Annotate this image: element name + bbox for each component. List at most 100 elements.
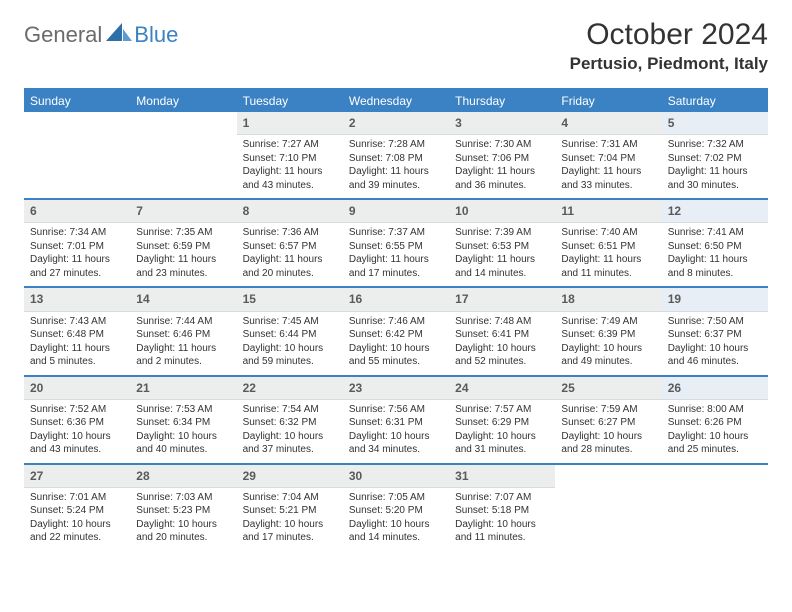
day-body: Sunrise: 7:04 AMSunset: 5:21 PMDaylight:… — [237, 488, 343, 551]
daylight-text: and 8 minutes. — [668, 267, 762, 281]
sunset-text: Sunset: 6:48 PM — [30, 328, 124, 342]
day-cell: 29Sunrise: 7:04 AMSunset: 5:21 PMDayligh… — [237, 465, 343, 551]
daylight-text: Daylight: 10 hours — [30, 430, 124, 444]
day-number: 27 — [24, 465, 130, 487]
day-cell: 18Sunrise: 7:49 AMSunset: 6:39 PMDayligh… — [555, 288, 661, 374]
daylight-text: and 2 minutes. — [136, 355, 230, 369]
daylight-text: Daylight: 10 hours — [30, 518, 124, 532]
day-number: 24 — [449, 377, 555, 399]
sunrise-text: Sunrise: 7:41 AM — [668, 226, 762, 240]
day-cell: 4Sunrise: 7:31 AMSunset: 7:04 PMDaylight… — [555, 112, 661, 198]
week-row: 13Sunrise: 7:43 AMSunset: 6:48 PMDayligh… — [24, 288, 768, 374]
day-cell: 28Sunrise: 7:03 AMSunset: 5:23 PMDayligh… — [130, 465, 236, 551]
sunset-text: Sunset: 5:24 PM — [30, 504, 124, 518]
day-cell: 7Sunrise: 7:35 AMSunset: 6:59 PMDaylight… — [130, 200, 236, 286]
day-cell: 23Sunrise: 7:56 AMSunset: 6:31 PMDayligh… — [343, 377, 449, 463]
day-cell: 11Sunrise: 7:40 AMSunset: 6:51 PMDayligh… — [555, 200, 661, 286]
daylight-text: and 23 minutes. — [136, 267, 230, 281]
day-body: Sunrise: 7:56 AMSunset: 6:31 PMDaylight:… — [343, 400, 449, 463]
sunrise-text: Sunrise: 7:46 AM — [349, 315, 443, 329]
daylight-text: and 49 minutes. — [561, 355, 655, 369]
sunset-text: Sunset: 6:55 PM — [349, 240, 443, 254]
day-cell: 5Sunrise: 7:32 AMSunset: 7:02 PMDaylight… — [662, 112, 768, 198]
sunset-text: Sunset: 7:01 PM — [30, 240, 124, 254]
sunset-text: Sunset: 6:44 PM — [243, 328, 337, 342]
sunset-text: Sunset: 7:08 PM — [349, 152, 443, 166]
daylight-text: and 59 minutes. — [243, 355, 337, 369]
day-body: Sunrise: 7:27 AMSunset: 7:10 PMDaylight:… — [237, 135, 343, 198]
daylight-text: Daylight: 10 hours — [136, 518, 230, 532]
day-number: 29 — [237, 465, 343, 487]
day-cell: 25Sunrise: 7:59 AMSunset: 6:27 PMDayligh… — [555, 377, 661, 463]
day-cell: 22Sunrise: 7:54 AMSunset: 6:32 PMDayligh… — [237, 377, 343, 463]
logo-text-general: General — [24, 22, 102, 48]
daylight-text: and 46 minutes. — [668, 355, 762, 369]
daylight-text: Daylight: 11 hours — [30, 342, 124, 356]
day-number: 26 — [662, 377, 768, 399]
day-body: Sunrise: 7:36 AMSunset: 6:57 PMDaylight:… — [237, 223, 343, 286]
sunrise-text: Sunrise: 7:50 AM — [668, 315, 762, 329]
daylight-text: and 37 minutes. — [243, 443, 337, 457]
sunrise-text: Sunrise: 7:01 AM — [30, 491, 124, 505]
sunrise-text: Sunrise: 7:32 AM — [668, 138, 762, 152]
day-number: 6 — [24, 200, 130, 222]
day-cell: 6Sunrise: 7:34 AMSunset: 7:01 PMDaylight… — [24, 200, 130, 286]
daylight-text: Daylight: 10 hours — [455, 342, 549, 356]
daylight-text: and 33 minutes. — [561, 179, 655, 193]
daylight-text: and 43 minutes. — [243, 179, 337, 193]
day-body: Sunrise: 7:54 AMSunset: 6:32 PMDaylight:… — [237, 400, 343, 463]
daylight-text: Daylight: 11 hours — [561, 253, 655, 267]
day-cell: 3Sunrise: 7:30 AMSunset: 7:06 PMDaylight… — [449, 112, 555, 198]
daylight-text: and 27 minutes. — [30, 267, 124, 281]
day-body: Sunrise: 7:30 AMSunset: 7:06 PMDaylight:… — [449, 135, 555, 198]
sunset-text: Sunset: 6:27 PM — [561, 416, 655, 430]
day-number: 20 — [24, 377, 130, 399]
day-cell: 8Sunrise: 7:36 AMSunset: 6:57 PMDaylight… — [237, 200, 343, 286]
day-body: Sunrise: 7:50 AMSunset: 6:37 PMDaylight:… — [662, 312, 768, 375]
sunrise-text: Sunrise: 7:35 AM — [136, 226, 230, 240]
month-title: October 2024 — [570, 18, 768, 52]
day-cell — [555, 465, 661, 551]
daylight-text: and 34 minutes. — [349, 443, 443, 457]
sunrise-text: Sunrise: 7:07 AM — [455, 491, 549, 505]
sunrise-text: Sunrise: 7:05 AM — [349, 491, 443, 505]
day-number: 23 — [343, 377, 449, 399]
daylight-text: and 40 minutes. — [136, 443, 230, 457]
week-row: 1Sunrise: 7:27 AMSunset: 7:10 PMDaylight… — [24, 112, 768, 198]
daylight-text: and 31 minutes. — [455, 443, 549, 457]
sunrise-text: Sunrise: 7:27 AM — [243, 138, 337, 152]
day-cell: 9Sunrise: 7:37 AMSunset: 6:55 PMDaylight… — [343, 200, 449, 286]
day-body: Sunrise: 7:52 AMSunset: 6:36 PMDaylight:… — [24, 400, 130, 463]
daylight-text: and 36 minutes. — [455, 179, 549, 193]
sunset-text: Sunset: 7:06 PM — [455, 152, 549, 166]
day-body: Sunrise: 7:05 AMSunset: 5:20 PMDaylight:… — [343, 488, 449, 551]
daylight-text: and 11 minutes. — [455, 531, 549, 545]
day-body: Sunrise: 7:59 AMSunset: 6:27 PMDaylight:… — [555, 400, 661, 463]
daylight-text: Daylight: 10 hours — [349, 430, 443, 444]
day-number: 17 — [449, 288, 555, 310]
sunrise-text: Sunrise: 7:52 AM — [30, 403, 124, 417]
week-row: 20Sunrise: 7:52 AMSunset: 6:36 PMDayligh… — [24, 377, 768, 463]
day-cell — [130, 112, 236, 198]
day-number: 14 — [130, 288, 236, 310]
week-row: 6Sunrise: 7:34 AMSunset: 7:01 PMDaylight… — [24, 200, 768, 286]
day-cell: 24Sunrise: 7:57 AMSunset: 6:29 PMDayligh… — [449, 377, 555, 463]
day-body: Sunrise: 7:34 AMSunset: 7:01 PMDaylight:… — [24, 223, 130, 286]
daylight-text: Daylight: 10 hours — [455, 518, 549, 532]
day-cell: 17Sunrise: 7:48 AMSunset: 6:41 PMDayligh… — [449, 288, 555, 374]
day-number: 15 — [237, 288, 343, 310]
daylight-text: Daylight: 10 hours — [668, 430, 762, 444]
day-body: Sunrise: 7:43 AMSunset: 6:48 PMDaylight:… — [24, 312, 130, 375]
day-body: Sunrise: 7:44 AMSunset: 6:46 PMDaylight:… — [130, 312, 236, 375]
day-cell: 15Sunrise: 7:45 AMSunset: 6:44 PMDayligh… — [237, 288, 343, 374]
daylight-text: and 52 minutes. — [455, 355, 549, 369]
daylight-text: and 55 minutes. — [349, 355, 443, 369]
day-cell: 2Sunrise: 7:28 AMSunset: 7:08 PMDaylight… — [343, 112, 449, 198]
day-number: 8 — [237, 200, 343, 222]
day-number: 9 — [343, 200, 449, 222]
daylight-text: Daylight: 11 hours — [455, 253, 549, 267]
daylight-text: Daylight: 11 hours — [136, 342, 230, 356]
sunset-text: Sunset: 6:31 PM — [349, 416, 443, 430]
daylight-text: Daylight: 10 hours — [349, 342, 443, 356]
day-cell: 21Sunrise: 7:53 AMSunset: 6:34 PMDayligh… — [130, 377, 236, 463]
